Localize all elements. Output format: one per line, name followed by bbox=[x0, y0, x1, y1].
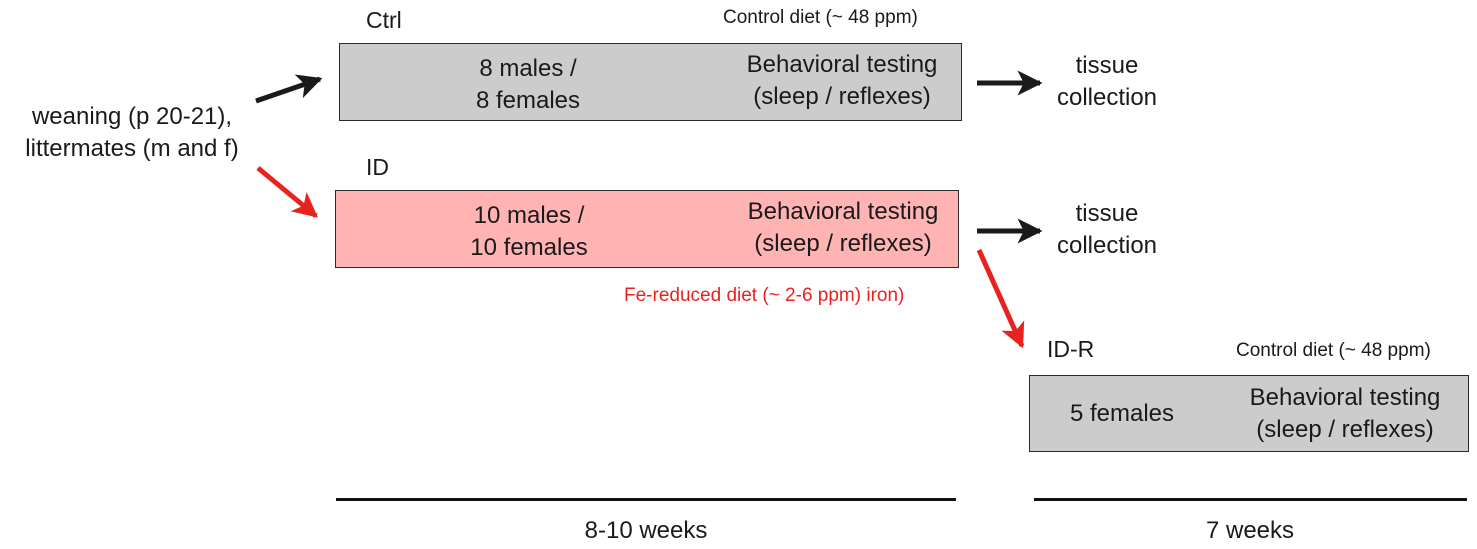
timeline-bar-phase2 bbox=[1034, 498, 1467, 501]
id-testing: Behavioral testing (sleep / reflexes) bbox=[731, 196, 955, 260]
arrow-id-to-idr bbox=[976, 248, 1025, 349]
idr-group-box: 5 females Behavioral testing (sleep / re… bbox=[1029, 375, 1469, 452]
ctrl-animals: 8 males / 8 females bbox=[468, 53, 588, 117]
ctrl-testing-line1: Behavioral testing bbox=[746, 51, 938, 78]
id-animals: 10 males / 10 females bbox=[454, 200, 604, 264]
id-animals-line2: 10 females bbox=[470, 234, 588, 261]
ctrl-outcome: tissue collection bbox=[1045, 50, 1169, 114]
idr-testing-line1: Behavioral testing bbox=[1249, 384, 1441, 411]
weaning-line2: littermates (m and f) bbox=[25, 135, 239, 162]
ctrl-testing: Behavioral testing (sleep / reflexes) bbox=[730, 49, 954, 113]
idr-group-label: ID-R bbox=[1047, 336, 1095, 362]
timeline-bar-phase1 bbox=[336, 498, 956, 501]
id-outcome: tissue collection bbox=[1045, 198, 1169, 262]
idr-animals: 5 females bbox=[1069, 400, 1175, 427]
id-testing-line2: (sleep / reflexes) bbox=[754, 230, 932, 257]
timeline-phase1-label: 8-10 weeks bbox=[584, 517, 708, 544]
id-outcome-line2: collection bbox=[1056, 232, 1158, 259]
idr-diet-label: Control diet (~ 48 ppm) bbox=[1236, 340, 1431, 361]
timeline-phase2-label: 7 weeks bbox=[1205, 517, 1295, 544]
arrow-weaning-to-ctrl bbox=[255, 74, 323, 104]
id-testing-line1: Behavioral testing bbox=[747, 198, 939, 225]
id-group-label: ID bbox=[366, 154, 389, 180]
weaning-line1: weaning (p 20-21), bbox=[31, 103, 233, 130]
id-group-box: 10 males / 10 females Behavioral testing… bbox=[335, 190, 959, 268]
id-outcome-line1: tissue bbox=[1075, 200, 1139, 227]
id-animals-line1: 10 males / bbox=[473, 202, 585, 229]
arrow-weaning-to-id bbox=[256, 166, 318, 218]
idr-testing: Behavioral testing (sleep / reflexes) bbox=[1231, 382, 1459, 446]
idr-testing-line2: (sleep / reflexes) bbox=[1256, 416, 1434, 443]
ctrl-diet-label: Control diet (~ 48 ppm) bbox=[723, 7, 918, 28]
ctrl-outcome-line2: collection bbox=[1056, 84, 1158, 111]
ctrl-outcome-line1: tissue bbox=[1075, 52, 1139, 79]
weaning-label: weaning (p 20-21), littermates (m and f) bbox=[12, 101, 252, 165]
ctrl-group-label: Ctrl bbox=[366, 7, 402, 33]
id-diet-label: Fe-reduced diet (~ 2-6 ppm) iron) bbox=[624, 285, 905, 306]
ctrl-animals-line2: 8 females bbox=[475, 87, 581, 114]
ctrl-testing-line2: (sleep / reflexes) bbox=[753, 83, 931, 110]
ctrl-group-box: 8 males / 8 females Behavioral testing (… bbox=[339, 43, 962, 121]
ctrl-animals-line1: 8 males / bbox=[479, 55, 577, 82]
